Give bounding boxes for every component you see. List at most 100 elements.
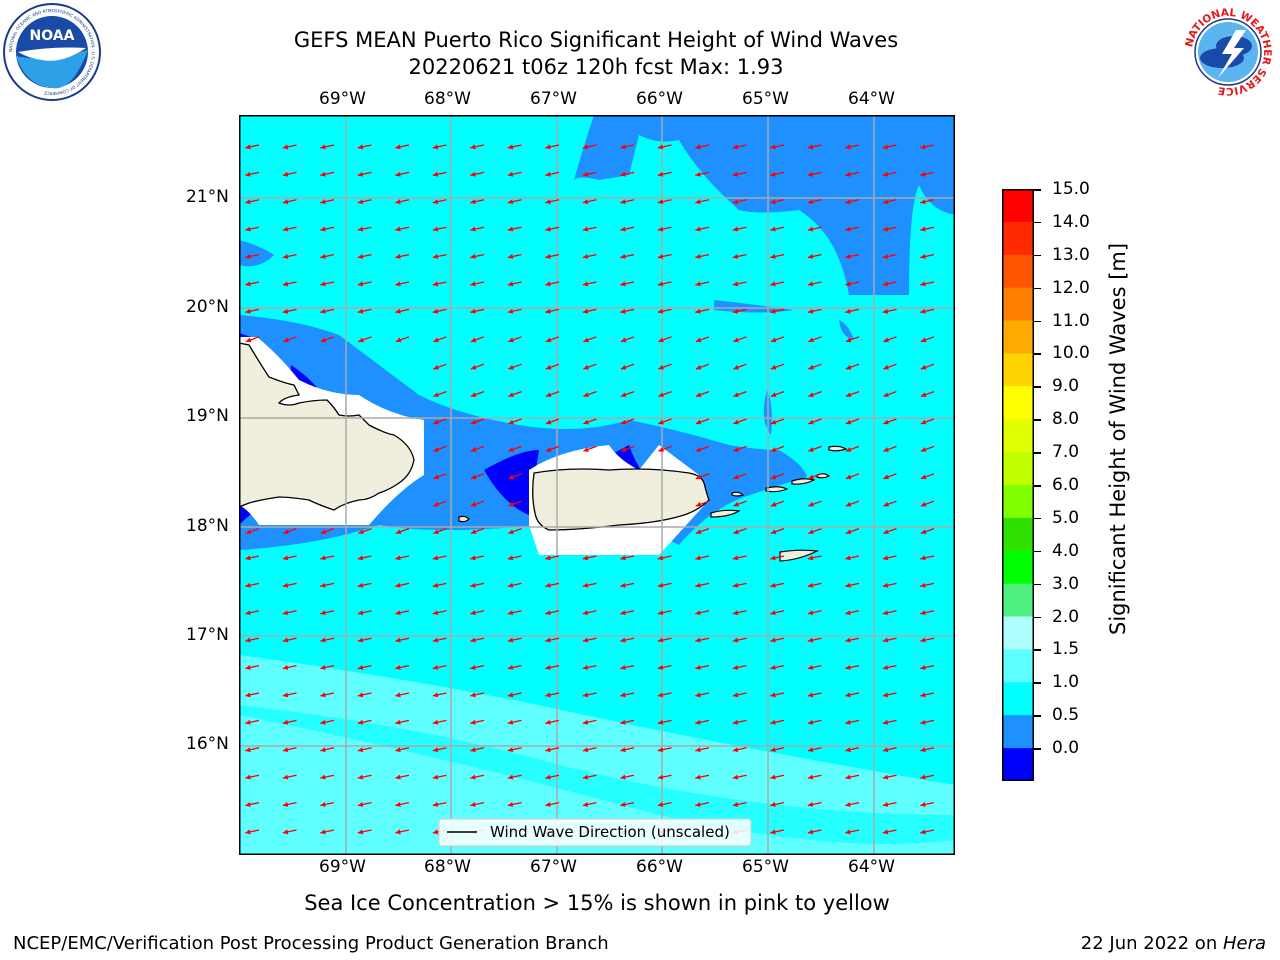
wind-wave-arrowhead — [882, 829, 889, 835]
wind-wave-arrowhead — [395, 692, 401, 698]
wind-wave-arrowhead — [883, 364, 889, 370]
wind-wave-arrowhead — [882, 582, 889, 588]
wind-wave-arrowhead — [470, 555, 476, 561]
wind-wave-arrowhead — [433, 364, 439, 370]
colorbar-tick-label: 7.0 — [1052, 442, 1080, 463]
wind-wave-arrowhead — [807, 254, 814, 259]
wind-wave-arrowhead — [245, 582, 251, 588]
wind-wave-arrowhead — [770, 281, 776, 287]
wind-wave-arrowhead — [695, 199, 701, 205]
wind-wave-arrowhead — [695, 529, 702, 535]
wind-wave-arrowhead — [508, 364, 514, 370]
wind-wave-arrowhead — [920, 610, 926, 616]
colorbar-tick-mark — [1034, 320, 1041, 323]
wind-wave-arrowhead — [845, 364, 852, 370]
wind-wave-arrowhead — [920, 501, 927, 507]
lon-label-bottom: 69°W — [319, 857, 366, 877]
wind-wave-arrowhead — [620, 719, 626, 725]
wind-wave-arrowhead — [657, 226, 664, 232]
wind-wave-arrowhead — [507, 254, 514, 259]
wind-wave-arrowhead — [657, 582, 664, 588]
wind-wave-arrowhead — [320, 254, 326, 259]
wind-wave-arrowhead — [583, 337, 589, 343]
wind-wave-arrowhead — [395, 226, 401, 232]
wind-wave-arrowhead — [545, 719, 551, 725]
wind-wave-arrowhead — [657, 281, 664, 287]
wind-wave-arrowhead — [395, 637, 401, 643]
colorbar-band — [1002, 287, 1034, 322]
wind-wave-arrowhead — [245, 171, 251, 177]
wind-wave-arrowhead — [395, 610, 401, 616]
wind-wave-arrowhead — [582, 281, 589, 287]
wind-wave-arrowhead — [770, 474, 777, 480]
wind-wave-arrowhead — [695, 582, 701, 588]
wind-wave-arrowhead — [582, 747, 589, 753]
colorbar-tick-label: 15.0 — [1052, 179, 1090, 199]
wind-wave-arrowhead — [432, 637, 439, 643]
wind-wave-arrowhead — [695, 281, 701, 287]
wind-wave-arrowhead — [620, 747, 626, 753]
wind-wave-arrowhead — [657, 610, 664, 616]
wind-wave-arrowhead — [245, 665, 251, 670]
wind-wave-arrowhead — [657, 144, 664, 150]
lat-label-left: 18°N — [186, 516, 229, 536]
wind-wave-arrowhead — [920, 419, 927, 425]
wind-wave-arrowhead — [808, 447, 814, 452]
wind-wave-arrowhead — [733, 364, 739, 370]
wind-wave-arrowhead — [807, 719, 814, 725]
lon-label-top: 69°W — [319, 89, 366, 109]
wind-wave-arrowhead — [282, 281, 289, 287]
colorbar-band — [1002, 550, 1034, 585]
wind-wave-arrowhead — [508, 474, 514, 480]
wind-wave-arrowhead — [807, 610, 814, 616]
wind-wave-arrowhead — [432, 829, 439, 835]
wind-wave-arrowhead — [733, 474, 739, 480]
wind-wave-arrowhead — [357, 802, 364, 807]
noaa-logo-text: NOAA — [30, 28, 75, 44]
wind-wave-arrowhead — [582, 144, 589, 150]
wind-wave-arrowhead — [508, 501, 514, 507]
wind-wave-arrowhead — [395, 254, 401, 259]
wind-wave-arrowhead — [507, 171, 514, 177]
wind-wave-arrowhead — [507, 226, 514, 232]
wind-wave-arrowhead — [732, 254, 739, 259]
wind-wave-arrowhead — [695, 308, 701, 314]
wind-wave-arrowhead — [920, 392, 927, 398]
colorbar-tick-label: 6.0 — [1052, 475, 1080, 495]
colorbar-tick-label: 5.0 — [1052, 507, 1080, 528]
wind-wave-arrowhead — [770, 419, 777, 425]
virgin-islands — [765, 486, 789, 493]
wind-wave-arrowhead — [507, 802, 514, 807]
colorbar-title: Significant Height of Wind Waves [m] — [1106, 242, 1130, 635]
wind-wave-arrowhead — [770, 337, 777, 343]
wind-wave-arrowhead — [807, 747, 814, 753]
wind-wave-arrowhead — [883, 474, 889, 480]
wind-wave-arrowhead — [807, 308, 814, 314]
wind-wave-arrowhead — [770, 171, 776, 177]
wind-wave-arrowhead — [845, 665, 851, 670]
wind-wave-arrowhead — [245, 308, 251, 314]
wind-wave-arrowhead — [320, 144, 326, 150]
wind-wave-arrowhead — [620, 802, 626, 807]
colorbar-band — [1002, 517, 1034, 552]
wind-wave-arrowhead — [282, 254, 289, 259]
wind-wave-arrowhead — [320, 774, 326, 780]
lat-label-left: 20°N — [186, 297, 229, 317]
wind-wave-arrowhead — [845, 610, 851, 616]
sea-ice-note: Sea Ice Concentration > 15% is shown in … — [304, 891, 890, 915]
wind-wave-arrowhead — [845, 747, 851, 753]
wind-wave-arrowhead — [507, 747, 514, 753]
wind-wave-arrowhead — [545, 665, 551, 670]
wind-wave-arrowhead — [882, 692, 889, 698]
colorbar-band — [1002, 748, 1034, 781]
wind-wave-arrowhead — [920, 582, 926, 588]
colorbar-band — [1002, 419, 1034, 453]
lon-label-top: 64°W — [848, 89, 895, 109]
culebra-island — [731, 491, 745, 497]
wind-wave-arrowhead — [807, 582, 814, 588]
colorbar-tick-mark — [1034, 517, 1041, 520]
wind-wave-arrowhead — [582, 802, 589, 807]
wind-wave-arrowhead — [470, 719, 476, 725]
wind-wave-arrowhead — [395, 747, 401, 753]
wind-wave-arrowhead — [245, 281, 251, 287]
